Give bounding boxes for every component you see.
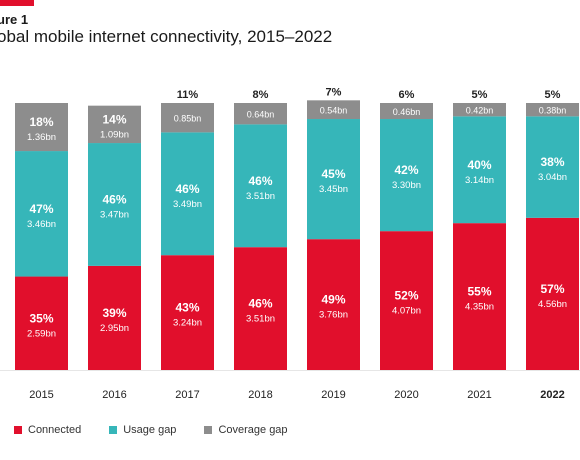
data-label-pct-usage-gap-2016: 46% xyxy=(102,192,126,206)
x-tick-label-2017: 2017 xyxy=(175,389,199,401)
data-label-pct-usage-gap-2018: 46% xyxy=(248,174,272,188)
data-label-abs-usage-gap-2015: 3.46bn xyxy=(27,219,56,230)
bar-segment-coverage-gap-2015 xyxy=(15,103,68,152)
data-label-abs-usage-gap-2016: 3.47bn xyxy=(100,209,129,220)
figure-label: ure 1 xyxy=(0,12,29,27)
bar-segment-coverage-gap-2018 xyxy=(234,103,287,125)
legend-item-usage-gap: Usage gap xyxy=(109,424,176,436)
data-label-abs-usage-gap-2017: 3.49bn xyxy=(173,199,202,210)
bar-segment-usage-gap-2019 xyxy=(307,119,360,240)
bar-segment-usage-gap-2017 xyxy=(161,132,214,256)
bar-segment-usage-gap-2021 xyxy=(453,116,506,224)
x-tick-label-2018: 2018 xyxy=(248,389,272,401)
bar-segment-connected-2019 xyxy=(307,239,360,370)
legend-item-coverage-gap: Coverage gap xyxy=(204,424,288,436)
data-label-pct-coverage-gap-2019: 7% xyxy=(326,86,342,98)
legend-label-coverage-gap: Coverage gap xyxy=(218,424,288,436)
bar-segment-usage-gap-2015 xyxy=(15,151,68,277)
bar-segment-connected-2022 xyxy=(526,217,579,370)
data-label-abs-coverage-gap-2015: 1.36bn xyxy=(27,132,56,143)
data-label-abs-coverage-gap-2017: 0.85bn xyxy=(174,114,202,124)
legend-swatch-coverage-gap xyxy=(204,426,213,434)
data-label-abs-usage-gap-2018: 3.51bn xyxy=(246,191,275,202)
bar-segment-connected-2016 xyxy=(88,265,141,370)
data-label-abs-connected-2017: 3.24bn xyxy=(173,318,202,329)
data-label-pct-usage-gap-2017: 46% xyxy=(175,182,199,196)
data-label-pct-usage-gap-2020: 42% xyxy=(394,163,418,177)
data-label-pct-connected-2022: 57% xyxy=(540,282,564,296)
data-label-pct-coverage-gap-2015: 18% xyxy=(29,115,53,129)
bar-segment-coverage-gap-2019 xyxy=(307,100,360,120)
x-tick-label-2021: 2021 xyxy=(467,389,491,401)
data-label-pct-connected-2017: 43% xyxy=(175,301,199,315)
data-label-pct-coverage-gap-2020: 6% xyxy=(399,89,415,101)
x-tick-label-2020: 2020 xyxy=(394,389,418,401)
data-label-abs-connected-2019: 3.76bn xyxy=(319,310,348,321)
data-label-pct-coverage-gap-2022: 5% xyxy=(545,89,561,101)
data-label-pct-usage-gap-2015: 47% xyxy=(29,202,53,216)
header-accent-bar xyxy=(0,0,34,6)
bar-segment-connected-2020 xyxy=(380,231,433,370)
bar-segment-connected-2017 xyxy=(161,255,214,370)
data-label-pct-coverage-gap-2018: 8% xyxy=(253,89,269,101)
bar-segment-usage-gap-2020 xyxy=(380,119,433,232)
legend-swatch-connected xyxy=(14,426,22,434)
x-tick-label-2022: 2022 xyxy=(540,389,564,401)
chart-legend: Connected Usage gap Coverage gap xyxy=(14,424,288,436)
data-label-abs-connected-2021: 4.35bn xyxy=(465,302,494,313)
x-tick-label-2016: 2016 xyxy=(102,389,126,401)
legend-label-connected: Connected xyxy=(28,424,82,436)
legend-swatch-usage-gap xyxy=(109,426,118,434)
data-label-pct-usage-gap-2019: 45% xyxy=(321,167,345,181)
bar-segment-coverage-gap-2016 xyxy=(88,105,141,144)
data-label-pct-coverage-gap-2016: 14% xyxy=(102,112,126,126)
data-label-pct-usage-gap-2022: 38% xyxy=(540,155,564,169)
x-tick-label-2015: 2015 xyxy=(29,389,53,401)
data-label-abs-coverage-gap-2021: 0.42bn xyxy=(466,106,494,116)
data-label-abs-connected-2016: 2.95bn xyxy=(100,323,129,334)
data-label-abs-connected-2015: 2.59bn xyxy=(27,328,56,339)
data-label-pct-connected-2021: 55% xyxy=(467,285,491,299)
data-label-pct-coverage-gap-2017: 11% xyxy=(177,89,199,101)
bar-segment-connected-2018 xyxy=(234,247,287,370)
data-label-abs-coverage-gap-2016: 1.09bn xyxy=(100,129,129,140)
data-label-pct-connected-2020: 52% xyxy=(394,289,418,303)
chart-title: obal mobile internet connectivity, 2015–… xyxy=(0,27,333,46)
data-label-abs-usage-gap-2022: 3.04bn xyxy=(538,172,567,183)
data-label-abs-coverage-gap-2019: 0.54bn xyxy=(320,106,348,116)
data-label-abs-coverage-gap-2022: 0.38bn xyxy=(539,106,567,116)
bar-segment-usage-gap-2018 xyxy=(234,124,287,248)
data-label-abs-coverage-gap-2018: 0.64bn xyxy=(247,110,275,120)
data-label-abs-usage-gap-2019: 3.45bn xyxy=(319,184,348,195)
data-label-pct-usage-gap-2021: 40% xyxy=(467,158,491,172)
data-label-pct-connected-2015: 35% xyxy=(29,311,53,325)
legend-label-usage-gap: Usage gap xyxy=(123,424,177,436)
bar-segment-coverage-gap-2020 xyxy=(380,103,433,120)
data-label-pct-connected-2018: 46% xyxy=(248,297,272,311)
data-label-abs-usage-gap-2021: 3.14bn xyxy=(465,175,494,186)
bar-segment-connected-2021 xyxy=(453,223,506,370)
x-tick-label-2019: 2019 xyxy=(321,389,345,401)
data-label-abs-usage-gap-2020: 3.30bn xyxy=(392,180,421,191)
data-label-pct-connected-2016: 39% xyxy=(102,306,126,320)
data-label-abs-connected-2018: 3.51bn xyxy=(246,314,275,325)
legend-item-connected: Connected xyxy=(14,424,81,436)
bar-segment-coverage-gap-2022 xyxy=(526,103,579,117)
bar-segment-usage-gap-2016 xyxy=(88,143,141,266)
data-label-abs-connected-2020: 4.07bn xyxy=(392,306,421,317)
data-label-abs-coverage-gap-2020: 0.46bn xyxy=(393,107,421,117)
bar-segment-connected-2015 xyxy=(15,276,68,370)
bar-segment-coverage-gap-2021 xyxy=(453,103,506,117)
bar-segment-coverage-gap-2017 xyxy=(161,103,214,133)
data-label-pct-coverage-gap-2021: 5% xyxy=(472,89,488,101)
data-label-abs-connected-2022: 4.56bn xyxy=(538,299,567,310)
bar-segment-usage-gap-2022 xyxy=(526,116,579,218)
data-label-pct-connected-2019: 49% xyxy=(321,293,345,307)
